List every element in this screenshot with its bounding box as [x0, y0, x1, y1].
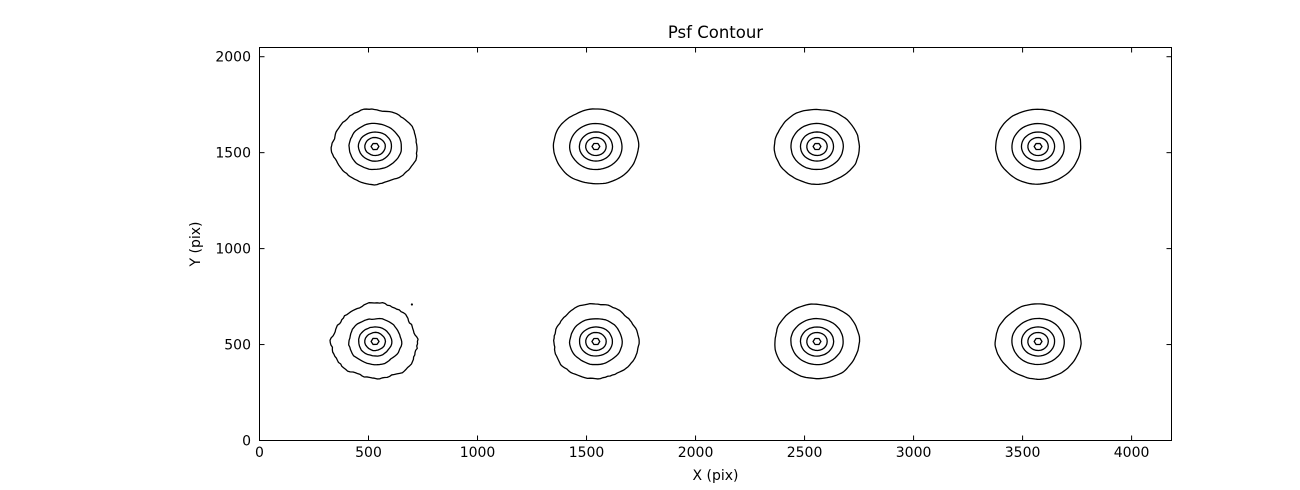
contour-ring [585, 331, 607, 352]
contour-ring [364, 331, 387, 352]
psf-contour-cluster [329, 302, 419, 380]
axes-frame [259, 47, 1172, 441]
contour-ring [330, 108, 418, 186]
contour-ring [348, 317, 403, 366]
contour-speck [410, 303, 413, 306]
contour-ring [1033, 337, 1043, 346]
contour-ring [799, 326, 835, 357]
contour-ring [553, 302, 640, 380]
contour-ring [348, 122, 402, 171]
x-tick-label: 2000 [678, 445, 714, 461]
contour-ring [329, 302, 419, 380]
contour-ring [370, 337, 380, 346]
psf-contour-cluster [994, 108, 1082, 185]
psf-contour-cluster [330, 108, 418, 186]
contour-ring [812, 142, 822, 151]
psf-contour-cluster [774, 303, 861, 380]
contour-ring [1027, 136, 1049, 157]
contour-ring [812, 337, 822, 346]
chart-title: Psf Contour [667, 23, 764, 42]
y-tick-label: 1000 [215, 242, 251, 258]
x-tick-label: 1000 [460, 445, 496, 461]
x-tick-label: 1500 [569, 445, 605, 461]
y-tick-label: 0 [242, 434, 251, 450]
contour-ring [1027, 331, 1049, 352]
psf-contour-cluster [773, 108, 861, 186]
contour-ring [1020, 131, 1056, 162]
contour-ring [568, 318, 623, 366]
contour-ring [1011, 122, 1065, 171]
contour-ring [591, 142, 601, 151]
psf-contour-cluster [552, 108, 640, 185]
contour-ring [585, 136, 607, 157]
contour-ring [1020, 326, 1056, 357]
psf-contour-cluster [553, 302, 640, 380]
y-tick-label: 1500 [215, 146, 251, 162]
contour-ring [1033, 142, 1043, 151]
contour-ring [578, 326, 614, 357]
contour-ring [806, 331, 828, 352]
contour-ring [357, 131, 393, 162]
contour-ring [591, 337, 601, 346]
contour-ring [790, 317, 844, 366]
y-axis-label: Y (pix) [188, 221, 204, 267]
contour-ring [370, 142, 380, 151]
contour-ring [364, 136, 386, 157]
contour-ring [774, 303, 861, 380]
contour-ring [790, 122, 844, 171]
x-tick-label: 4000 [1114, 445, 1150, 461]
x-tick-label: 500 [355, 445, 382, 461]
contour-ring [806, 136, 828, 157]
psf-contour-cluster [994, 303, 1082, 381]
x-axis-label: X (pix) [692, 468, 739, 484]
contour-ring [773, 108, 861, 186]
contour-ring [994, 108, 1082, 185]
contour-ring [569, 122, 623, 171]
x-tick-label: 0 [255, 445, 264, 461]
contour-ring [1011, 317, 1065, 366]
x-tick-label: 3500 [1005, 445, 1041, 461]
x-tick-label: 3000 [896, 445, 932, 461]
contour-ring [552, 108, 640, 185]
contour-ring [358, 326, 393, 357]
contour-ring [994, 303, 1082, 381]
y-tick-label: 500 [224, 338, 251, 354]
y-tick-label: 2000 [215, 50, 251, 66]
contour-ring [799, 131, 835, 162]
x-tick-label: 2500 [787, 445, 823, 461]
contour-ring [578, 131, 614, 162]
